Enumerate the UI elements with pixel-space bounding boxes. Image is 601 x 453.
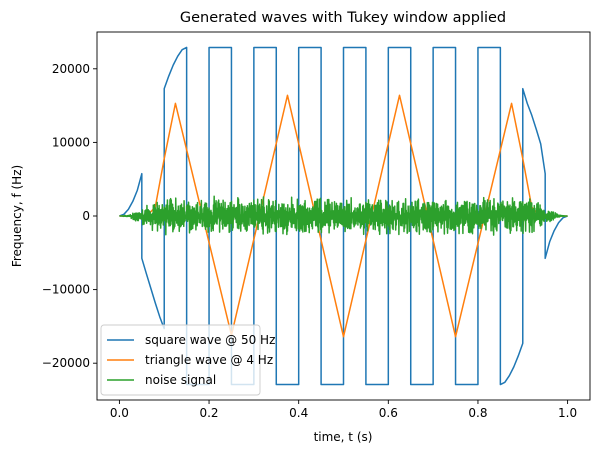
series-layer (118, 46, 569, 386)
x-tick-label: 0.6 (379, 406, 398, 420)
x-tick-label: 0.2 (199, 406, 218, 420)
x-tick-label: 1.0 (558, 406, 577, 420)
x-axis: 0.0 0.2 0.4 0.6 0.8 1.0 (110, 400, 577, 420)
y-tick-label: 0 (82, 209, 90, 223)
legend-entry-square-wave: square wave @ 50 Hz (107, 333, 275, 347)
legend-label: square wave @ 50 Hz (145, 333, 275, 347)
chart-title: Generated waves with Tukey window applie… (180, 10, 506, 26)
noise-signal-line (118, 195, 569, 236)
y-axis: −20000 −10000 0 10000 20000 (42, 62, 97, 370)
legend-label: noise signal (145, 373, 216, 387)
y-axis-label: Frequency, f (Hz) (10, 165, 24, 267)
x-axis-label: time, t (s) (314, 430, 373, 444)
x-tick-label: 0.0 (110, 406, 129, 420)
legend-entry-noise-signal: noise signal (107, 373, 216, 387)
legend-entry-triangle-wave: triangle wave @ 4 Hz (107, 353, 273, 367)
x-tick-label: 0.4 (289, 406, 308, 420)
legend-box (100, 324, 261, 396)
y-tick-label: −10000 (42, 283, 90, 297)
legend-label: triangle wave @ 4 Hz (145, 353, 273, 367)
x-tick-label: 0.8 (468, 406, 487, 420)
legend: square wave @ 50 Hz triangle wave @ 4 Hz n… (100, 324, 275, 396)
y-tick-label: −20000 (42, 356, 90, 370)
y-tick-label: 20000 (52, 62, 90, 76)
y-tick-label: 10000 (52, 135, 90, 149)
